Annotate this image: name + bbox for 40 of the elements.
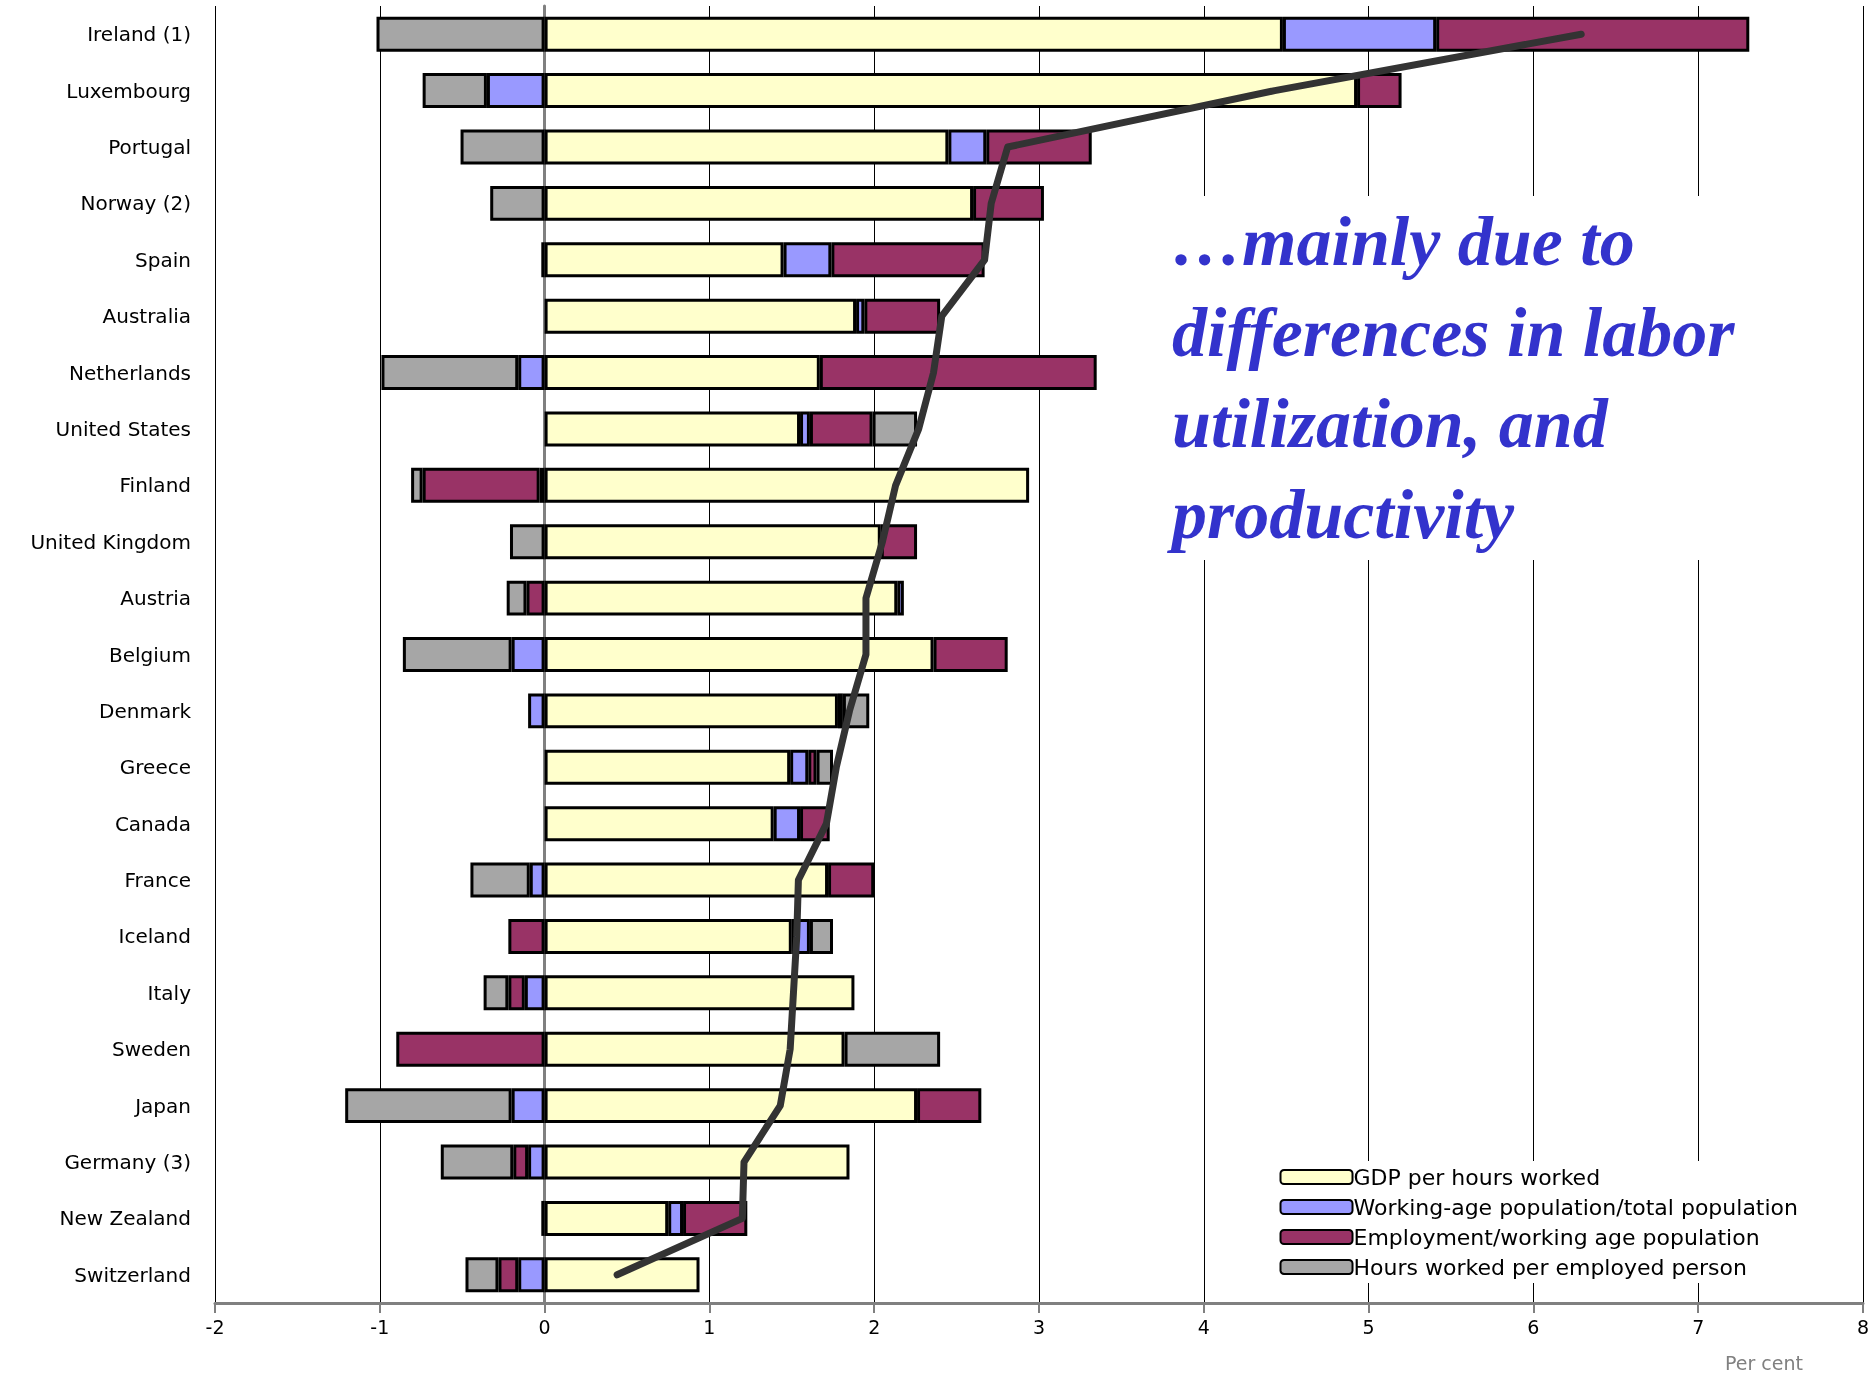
y-tick-label: Australia bbox=[102, 304, 191, 329]
x-tick-label: 5 bbox=[1362, 1315, 1375, 1338]
y-tick-label: Denmark bbox=[99, 698, 192, 723]
y-tick-label: France bbox=[124, 868, 191, 893]
y-tick-label: Germany (3) bbox=[64, 1150, 191, 1175]
y-tick-label: Belgium bbox=[109, 642, 191, 667]
x-tick-label: 2 bbox=[868, 1315, 881, 1338]
x-tick-label: 6 bbox=[1527, 1315, 1540, 1338]
x-tick-label: 4 bbox=[1197, 1315, 1210, 1338]
y-tick-label: New Zealand bbox=[59, 1206, 191, 1231]
y-tick-label: Netherlands bbox=[69, 360, 191, 385]
y-tick-label: Italy bbox=[147, 980, 192, 1005]
x-tick-label: 1 bbox=[703, 1315, 716, 1338]
y-tick-label: Luxembourg bbox=[66, 78, 191, 103]
y-tick-label: Canada bbox=[114, 811, 191, 836]
y-tick-label: United Kingdom bbox=[30, 529, 191, 554]
y-tick-label: Spain bbox=[135, 247, 191, 272]
y-tick-label: Ireland (1) bbox=[87, 22, 191, 47]
x-tick-label: 7 bbox=[1692, 1315, 1705, 1338]
y-tick-label: United States bbox=[55, 416, 191, 441]
x-tick-label: 8 bbox=[1856, 1315, 1870, 1338]
legend-label: GDP per hours worked bbox=[1353, 1164, 1601, 1190]
y-tick-label: Austria bbox=[120, 586, 191, 611]
x-axis-title: Per cent bbox=[1725, 1351, 1803, 1374]
y-tick-label: Sweden bbox=[111, 1037, 191, 1062]
x-tick-label: -2 bbox=[205, 1315, 225, 1338]
x-tick-label: 0 bbox=[538, 1315, 551, 1338]
y-tick-label: Norway (2) bbox=[80, 191, 191, 216]
y-tick-label: Finland bbox=[119, 473, 191, 498]
y-tick-label: Iceland bbox=[118, 924, 191, 949]
legend-label: Employment/working age population bbox=[1353, 1224, 1760, 1250]
legend-label: Working-age population/total population bbox=[1353, 1194, 1799, 1220]
legend-label: Hours worked per employed person bbox=[1353, 1254, 1747, 1280]
annotation: …mainly due to differences in labor utilization, and productivity bbox=[1167, 203, 1753, 553]
y-tick-label: Greece bbox=[119, 755, 191, 780]
y-tick-label: Japan bbox=[133, 1093, 191, 1118]
x-tick-label: -1 bbox=[370, 1315, 390, 1338]
x-tick-label: 3 bbox=[1032, 1315, 1046, 1338]
y-tick-label: Portugal bbox=[108, 134, 191, 159]
y-tick-label: Switzerland bbox=[74, 1262, 191, 1287]
